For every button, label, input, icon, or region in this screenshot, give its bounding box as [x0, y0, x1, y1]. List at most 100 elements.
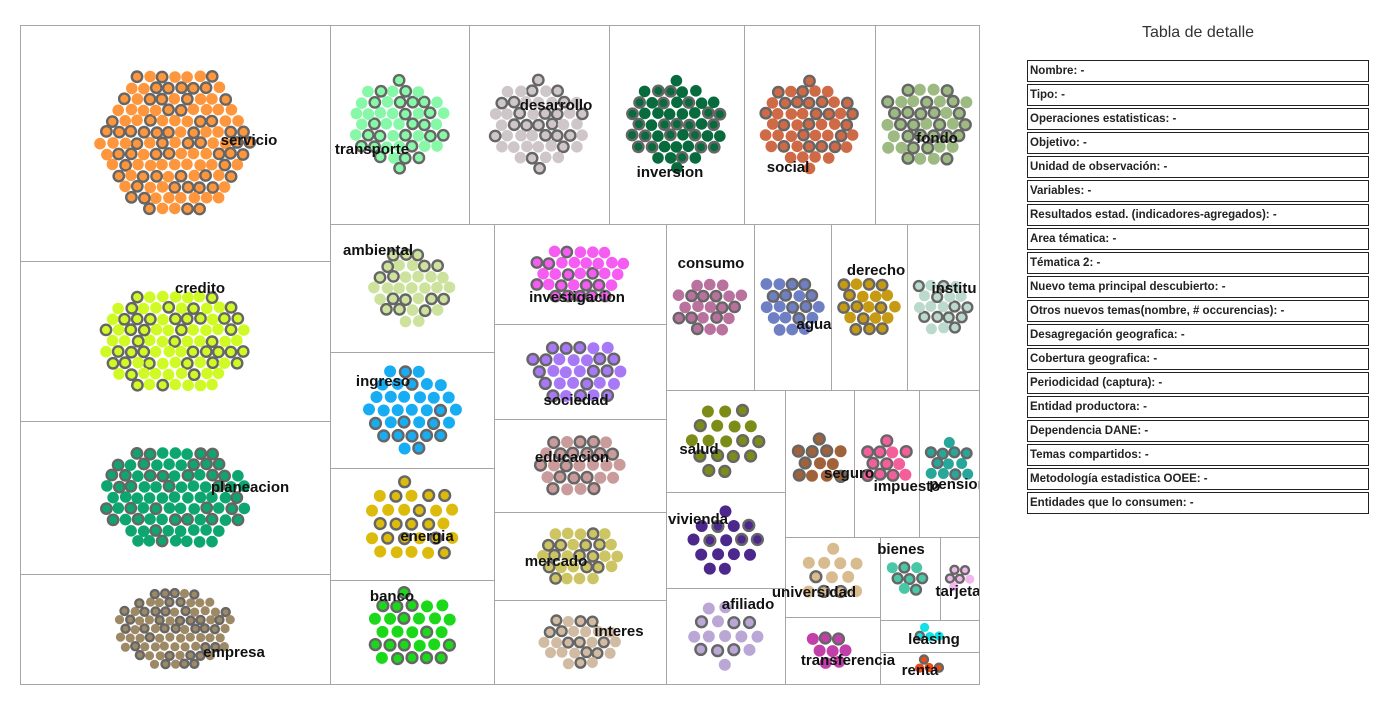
dot-investigacion: [542, 278, 555, 291]
dot-credito: [175, 345, 187, 358]
dot-desarrollo: [520, 118, 533, 132]
dot-ingreso: [398, 365, 413, 379]
dot-empresa: [134, 649, 146, 661]
dot-energia: [366, 504, 378, 517]
dot-consumo: [679, 301, 691, 314]
dot-desarrollo: [546, 96, 558, 109]
dot-servicio: [138, 82, 150, 95]
dot-consumo: [723, 290, 735, 303]
dot-credito: [156, 335, 169, 348]
dot-empresa: [180, 624, 190, 635]
dot-consumo: [710, 311, 723, 324]
dot-ambiental: [379, 302, 393, 316]
dot-consumo: [723, 312, 735, 325]
dot-investigacion: [568, 256, 581, 269]
dot-planeacion: [169, 535, 182, 547]
dot-bienes: [886, 562, 898, 574]
cell-label-ingreso: ingreso: [356, 373, 410, 390]
dot-planeacion: [124, 459, 137, 471]
treemap-cell-investigacion[interactable]: [494, 224, 667, 325]
dot-credito: [175, 302, 188, 315]
dot-planeacion: [162, 479, 176, 493]
dot-ingreso: [376, 378, 389, 391]
dot-seguro: [805, 445, 819, 459]
dot-servicio: [168, 93, 181, 105]
dot-sociedad: [567, 376, 580, 389]
detail-cell: Resultados estad. (indicadores-agregados…: [1027, 204, 1369, 226]
dot-planeacion: [206, 447, 220, 461]
detail-row: Tipo: -: [1027, 84, 1369, 106]
dot-investigacion: [585, 289, 599, 303]
dot-interes: [562, 616, 574, 627]
detail-cell: Metodología estadistica OOEE: -: [1027, 468, 1369, 490]
dot-ingreso: [405, 429, 419, 443]
dot-banco: [419, 651, 434, 665]
dot-transporte: [354, 139, 368, 153]
dot-planeacion: [156, 447, 169, 459]
dot-banco: [405, 598, 419, 612]
dot-energia: [381, 531, 395, 545]
dot-servicio: [124, 147, 138, 161]
dot-fondo: [958, 118, 972, 132]
dot-afiliado: [694, 642, 708, 657]
dot-desarrollo: [526, 129, 539, 142]
cell-label-pension: pension: [929, 476, 987, 493]
dot-impuesto: [886, 468, 900, 482]
cell-label-leasing: leasing: [908, 631, 960, 648]
dot-derecho: [875, 278, 889, 292]
dot-impuesto: [873, 445, 887, 459]
dot-credito: [224, 300, 238, 314]
dot-credito: [137, 302, 150, 315]
dot-derecho: [863, 322, 876, 336]
dot-desarrollo: [501, 108, 513, 120]
dot-mercado: [587, 572, 599, 585]
dot-vivienda: [703, 533, 717, 548]
dot-sociedad: [573, 365, 586, 378]
dot-investigacion: [579, 278, 593, 292]
dot-servicio: [187, 147, 200, 160]
dot-planeacion: [219, 491, 232, 504]
dot-universidad: [850, 585, 863, 598]
dot-derecho: [857, 290, 869, 303]
dot-pension: [931, 457, 944, 470]
dot-servicio: [187, 103, 200, 116]
cell-label-interes: interes: [594, 623, 643, 640]
dot-desarrollo: [557, 118, 570, 131]
dot-energia: [430, 504, 443, 517]
dot-empresa: [219, 642, 229, 652]
dot-ingreso: [434, 428, 448, 443]
dot-social: [809, 129, 822, 142]
dot-social: [796, 107, 809, 120]
dot-salud: [710, 448, 725, 463]
treemap-border: [20, 25, 980, 685]
dot-empresa: [144, 632, 156, 643]
dot-educacion: [573, 435, 587, 449]
dot-mercado: [599, 528, 611, 540]
dot-pension: [949, 468, 962, 481]
dot-social: [822, 107, 836, 121]
dot-leasing: [934, 631, 944, 641]
dot-empresa: [140, 642, 150, 652]
dot-salud: [735, 403, 750, 418]
detail-cell: Operaciones estatisticas: -: [1027, 108, 1369, 130]
dot-seguro: [834, 445, 847, 458]
dot-fondo: [940, 152, 954, 166]
dot-planeacion: [149, 524, 163, 537]
dot-inversion: [695, 97, 708, 109]
dot-institu: [912, 279, 925, 293]
dot-ambiental: [373, 271, 387, 284]
dot-educacion: [594, 471, 607, 484]
dot-credito: [231, 334, 243, 347]
dot-fondo: [927, 152, 940, 165]
dot-ingreso: [413, 416, 426, 429]
dot-credito: [149, 346, 162, 358]
dot-investigacion: [598, 246, 611, 259]
dot-afiliado: [751, 630, 764, 643]
dot-servicio: [112, 125, 126, 139]
dot-salud: [702, 463, 716, 478]
cell-label-consumo: consumo: [678, 255, 745, 272]
dot-desarrollo: [514, 151, 527, 164]
dot-energia: [373, 489, 386, 502]
dot-educacion: [607, 471, 620, 484]
dot-empresa: [174, 615, 186, 626]
